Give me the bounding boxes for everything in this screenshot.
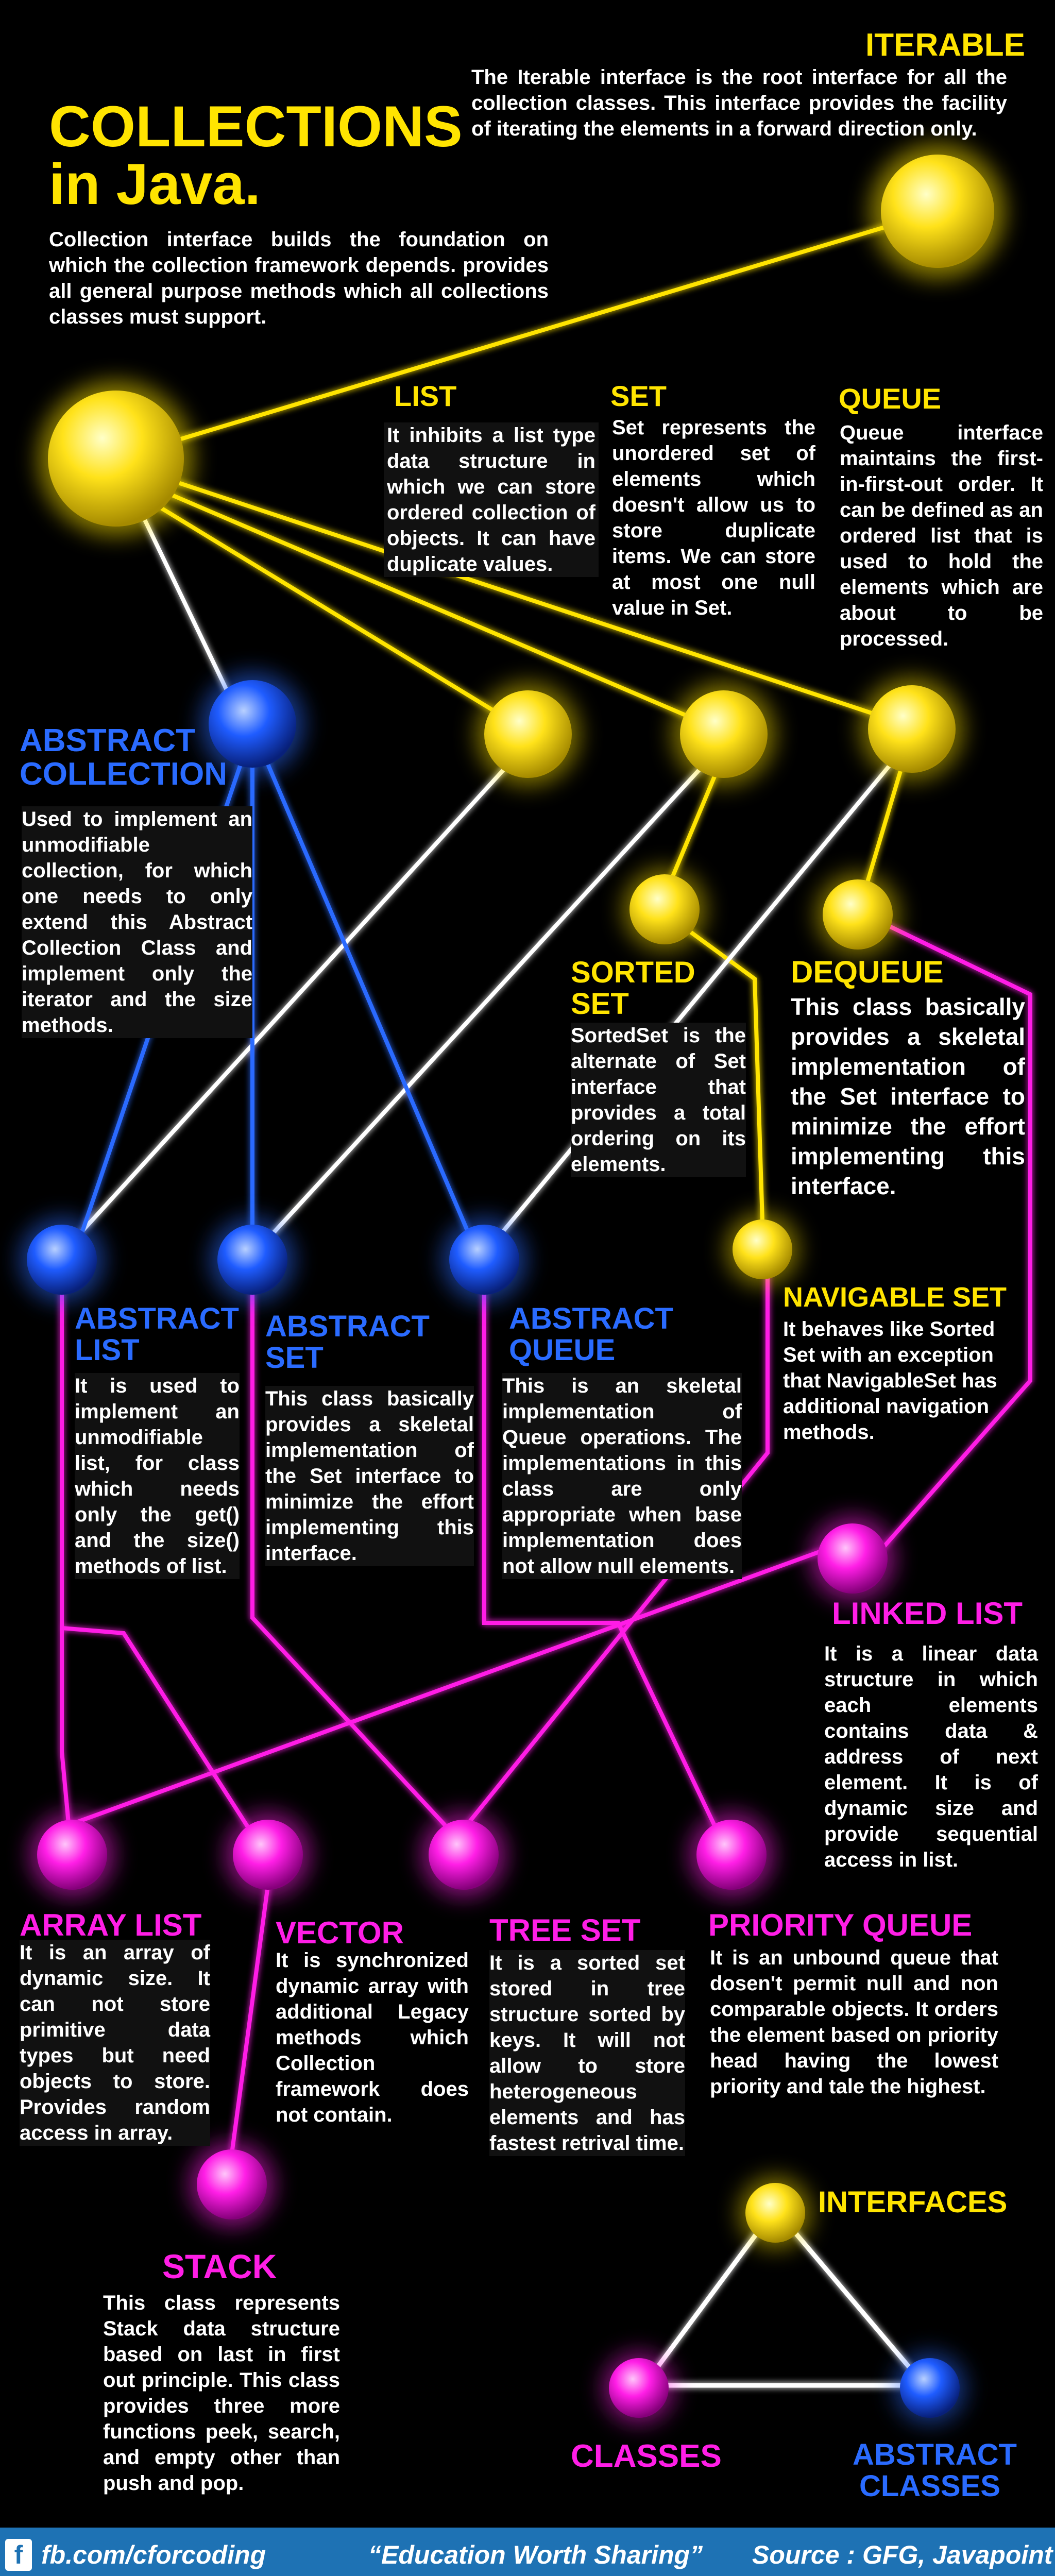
link-vector-stack <box>230 1884 270 2156</box>
linked-list-desc: It is a linear data structure in which e… <box>824 1642 1038 1871</box>
tree-set-heading: TREE SET <box>489 1913 641 1947</box>
node-array-list <box>30 1812 114 1897</box>
link-navigableset-treeset <box>462 1270 770 1831</box>
vector-heading: VECTOR <box>276 1916 404 1950</box>
link-collection-queue <box>150 472 914 728</box>
node-set <box>672 683 775 786</box>
node-abstract-queue <box>442 1217 526 1302</box>
iterable-heading: ITERABLE <box>865 27 1025 63</box>
link-queue-dequeue <box>863 766 904 891</box>
facebook-icon: f <box>5 2539 32 2571</box>
link-sortedset-navigableset <box>686 928 764 1223</box>
node-dequeue <box>816 873 899 956</box>
sorted-set-desc: SortedSet is the alternate of Set interf… <box>571 1023 746 1177</box>
node-linked-list <box>810 1516 895 1601</box>
iterable-desc: The Iterable interface is the root inter… <box>471 66 1007 140</box>
footer-bar: f fb.com/cforcoding “Education Worth Sha… <box>0 2528 1055 2576</box>
node-abstract-collection <box>201 672 304 775</box>
footer-slogan: “Education Worth Sharing” <box>368 2540 703 2569</box>
legend-node-classes <box>603 2352 675 2424</box>
link-set-sortedset <box>668 771 718 886</box>
footer-source: Source : GFG, Javapoint <box>752 2540 1053 2569</box>
abstract-collection-heading: ABSTRACT COLLECTION <box>20 723 227 792</box>
node-list <box>477 683 580 786</box>
link-abstractlist-vector <box>60 1626 254 1836</box>
array-list-desc: It is an array of dynamic size. It can n… <box>20 1940 210 2146</box>
node-queue <box>860 677 963 781</box>
set-heading: SET <box>610 380 667 412</box>
link-abstractqueue-priorityqueue <box>482 1281 721 1836</box>
link-list-abstractlist <box>75 758 515 1239</box>
intro-text: Collection interface builds the foundati… <box>49 228 549 328</box>
node-stack <box>190 2142 274 2227</box>
node-collection <box>39 381 193 536</box>
legend-node-interfaces <box>739 2177 811 2249</box>
legend-classes-label: CLASSES <box>571 2438 722 2474</box>
vector-desc: It is synchronized dynamic array with ad… <box>276 1949 469 2126</box>
node-navigable-set <box>726 1213 798 1285</box>
sorted-set-heading: SORTED SET <box>571 956 695 1021</box>
dequeue-heading: DEQUEUE <box>791 955 944 989</box>
node-tree-set <box>421 1812 506 1897</box>
legend-interfaces-label: INTERFACES <box>818 2185 1008 2219</box>
link-iterable-collection <box>114 209 940 461</box>
node-priority-queue <box>689 1812 774 1897</box>
title-line2: in Java. <box>49 152 261 216</box>
navigable-set-heading: NAVIGABLE SET <box>783 1282 1007 1313</box>
abstract-set-desc: This class basically provides a skeletal… <box>265 1386 474 1566</box>
abstract-queue-heading: ABSTRACT QUEUE <box>509 1302 673 1367</box>
link-set-abstractset <box>263 758 710 1244</box>
queue-desc: Queue interface maintains the first-in-f… <box>840 421 1043 650</box>
link-collection-set <box>145 482 726 734</box>
queue-heading: QUEUE <box>839 382 942 415</box>
link-collection-list <box>137 493 530 734</box>
abstract-list-desc: It is used to implement an unmodifiable … <box>75 1373 240 1579</box>
priority-queue-heading: PRIORITY QUEUE <box>708 1908 973 1942</box>
array-list-heading: ARRAY LIST <box>20 1908 202 1942</box>
link-abstractset-treeset <box>250 1291 455 1836</box>
stack-heading: STACK <box>162 2247 277 2285</box>
footer-link[interactable]: fb.com/cforcoding <box>41 2540 266 2569</box>
abstract-collection-desc: Used to implement an unmodifiable collec… <box>22 806 252 1038</box>
node-sorted-set <box>623 868 706 951</box>
abstract-set-heading: ABSTRACT SET <box>265 1310 430 1375</box>
link-queue-abstractqueue <box>492 755 898 1244</box>
legend-node-abstract <box>894 2352 966 2424</box>
node-abstract-set <box>210 1217 295 1302</box>
set-desc: Set represents the unordered set of elem… <box>612 416 815 619</box>
link-dequeue-linkedlist <box>874 918 1032 1558</box>
node-abstract-list <box>20 1217 104 1302</box>
list-desc: It inhibits a list type data structure i… <box>384 422 599 577</box>
priority-queue-desc: It is an unbound queue that dosen't perm… <box>710 1946 998 2098</box>
legend-line-interface-class <box>641 2213 773 2388</box>
link-abstractlist-arraylist <box>60 1291 72 1836</box>
link-abstractcollection-abstractqueue <box>261 750 471 1236</box>
abstract-list-heading: ABSTRACT LIST <box>75 1302 239 1367</box>
navigable-set-desc: It behaves like Sorted Set with an excep… <box>783 1318 997 1444</box>
legend-line-interface-abstract <box>778 2213 927 2388</box>
stack-desc: This class represents Stack data structu… <box>103 2292 340 2495</box>
node-iterable <box>871 144 1005 278</box>
title-line1: COLLECTIONS <box>49 94 463 159</box>
abstract-queue-desc: This is an skeletal implementation of Qu… <box>502 1373 742 1579</box>
node-vector <box>226 1812 310 1897</box>
linked-list-heading: LINKED LIST <box>832 1596 1023 1631</box>
list-heading: LIST <box>394 380 457 412</box>
dequeue-desc: This class basically provides a skeletal… <box>791 993 1025 1199</box>
page-title: COLLECTIONS in Java. <box>49 98 463 213</box>
legend-abstract-label: ABSTRACT CLASSES <box>853 2438 1017 2503</box>
tree-set-desc: It is a sorted set stored in tree struct… <box>489 1950 685 2156</box>
link-linkedlist-abstractlist <box>70 1546 831 1826</box>
